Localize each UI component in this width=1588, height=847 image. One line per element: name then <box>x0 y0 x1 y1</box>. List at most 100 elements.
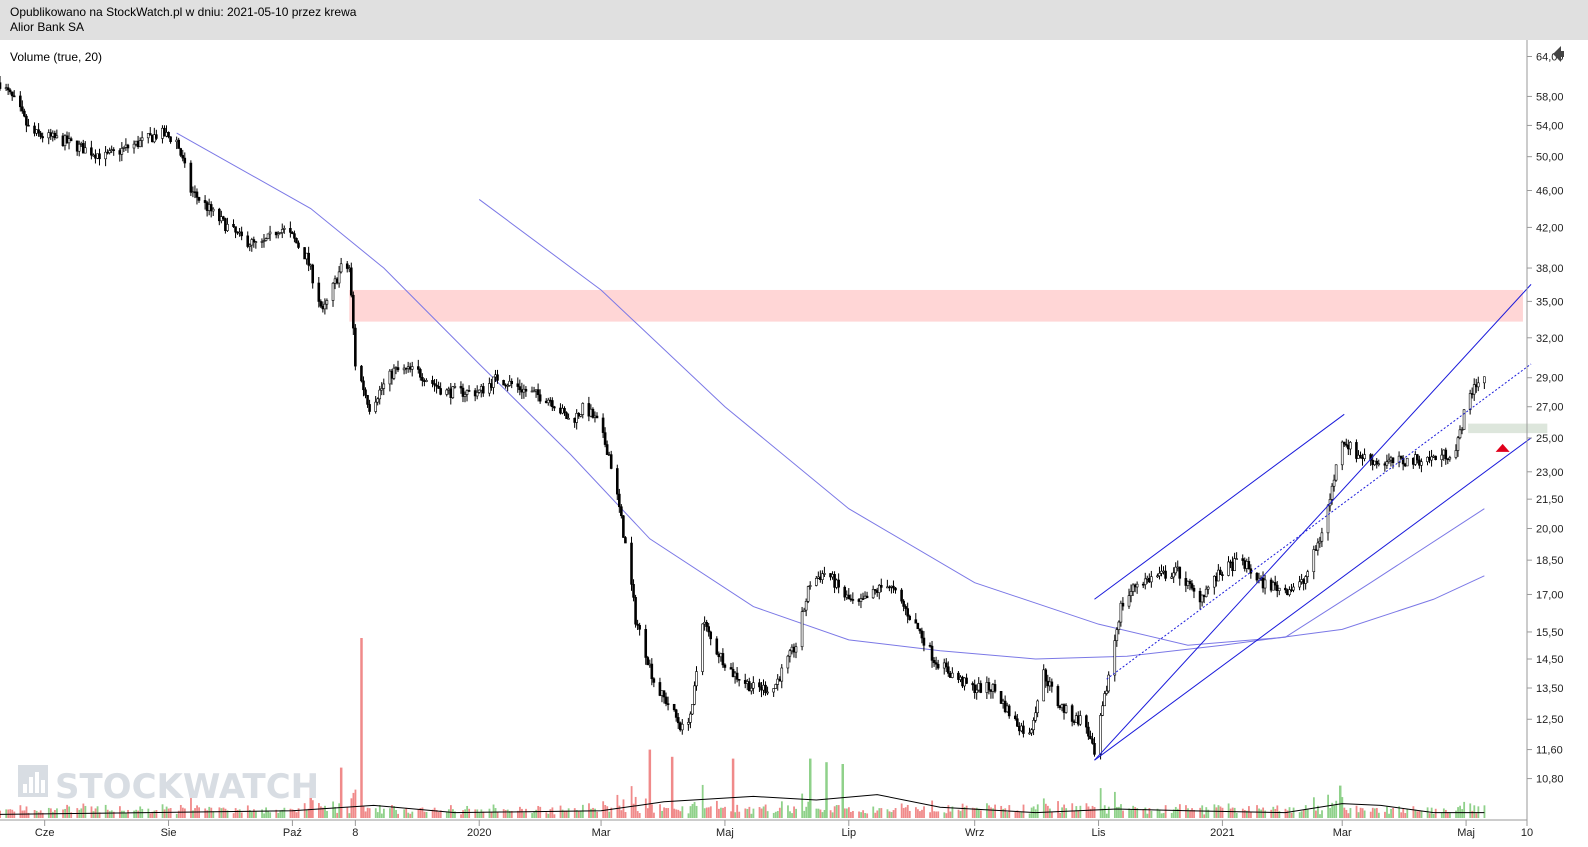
candle-body <box>140 137 144 141</box>
volume-bar <box>135 809 138 818</box>
volume-bar <box>1241 808 1244 818</box>
candle-body <box>674 709 678 718</box>
volume-bar <box>659 804 661 818</box>
candle-body <box>368 404 371 412</box>
candle-body <box>1440 454 1444 461</box>
candle-body <box>922 637 926 646</box>
scroll-up-arrow-icon[interactable] <box>1553 46 1564 62</box>
volume-bar <box>460 814 462 818</box>
volume-bar <box>646 808 649 818</box>
volume-bar <box>847 807 850 818</box>
volume-bar <box>265 807 268 818</box>
volume-bar <box>407 812 410 818</box>
candle-body <box>1401 457 1405 465</box>
candle-body <box>234 226 237 233</box>
candle-body <box>1186 581 1190 586</box>
x-tick-label: Maj <box>716 827 734 839</box>
volume-bar <box>47 807 50 818</box>
volume-bar <box>1475 813 1478 818</box>
candle-body <box>410 366 414 370</box>
volume-bar <box>163 809 166 818</box>
candle-body <box>658 682 662 696</box>
volume-bar <box>348 813 351 818</box>
volume-bar <box>707 807 710 818</box>
candle-body <box>92 154 95 157</box>
candle-body <box>1119 602 1123 623</box>
volume-bar <box>744 808 747 818</box>
volume-bar <box>653 812 655 818</box>
volume-bar <box>1343 807 1346 818</box>
candle-body <box>723 664 727 668</box>
candle-body <box>425 380 428 382</box>
candle-body <box>1093 743 1096 755</box>
volume-bar <box>772 812 775 818</box>
candle-body <box>1212 576 1216 588</box>
candle-body <box>1391 457 1395 464</box>
volume-bar <box>366 807 369 818</box>
volume-bar <box>504 810 507 818</box>
candle-body <box>1300 579 1303 583</box>
volume-bar <box>1189 810 1191 818</box>
candle-body <box>504 384 507 387</box>
volume-bar <box>332 801 335 818</box>
volume-bar <box>1300 811 1303 818</box>
volume-bar <box>1483 805 1486 818</box>
x-tick-label: 10 <box>1521 827 1533 839</box>
candle-body <box>1164 570 1167 579</box>
volume-bar <box>523 812 525 818</box>
candle-body <box>1101 705 1104 716</box>
candle-body <box>1347 444 1350 450</box>
candle-body <box>618 493 621 508</box>
volume-bar <box>1229 808 1232 818</box>
candle-body <box>1206 586 1210 590</box>
volume-bar <box>1258 808 1260 818</box>
candle-body <box>961 676 964 687</box>
volume-bar <box>805 806 808 818</box>
candle-body <box>1357 454 1360 459</box>
volume-bar <box>295 812 298 818</box>
volume-bar <box>289 808 292 818</box>
candle-body <box>932 660 936 663</box>
candle-body <box>1056 686 1060 707</box>
candle-body <box>345 263 349 269</box>
volume-bar <box>1006 812 1009 818</box>
candle-body <box>451 386 455 398</box>
volume-bar <box>318 803 320 818</box>
candle-body <box>650 663 654 680</box>
volume-bar <box>886 809 889 818</box>
candle-body <box>1233 558 1236 571</box>
candle-body <box>1318 540 1322 544</box>
volume-bar <box>986 803 988 818</box>
volume-bar <box>179 804 182 818</box>
volume-bar <box>774 811 777 818</box>
candle-body <box>337 271 341 284</box>
volume-bar <box>194 808 196 818</box>
volume-bar <box>525 808 527 818</box>
volume-bar <box>862 810 864 818</box>
volume-bar <box>921 809 923 818</box>
candle-body <box>1007 705 1011 717</box>
candle-body <box>993 684 997 692</box>
volume-spike <box>648 749 652 818</box>
candle-body <box>207 204 211 211</box>
candle-body <box>1340 441 1344 466</box>
candle-body <box>735 672 739 680</box>
candle-body <box>790 646 794 652</box>
candle-body <box>593 415 597 418</box>
volume-spike <box>825 762 828 818</box>
volume-bar <box>703 808 706 818</box>
candle-body <box>975 689 979 693</box>
volume-bar <box>447 809 450 818</box>
candle-body <box>916 622 920 630</box>
volume-bar <box>890 812 893 818</box>
volume-bar <box>864 812 867 818</box>
candle-body <box>766 691 769 694</box>
volume-bar <box>181 807 184 818</box>
candle-body <box>65 135 69 144</box>
candle-body <box>1172 572 1175 578</box>
volume-bar <box>119 806 121 818</box>
volume-bar <box>677 809 680 818</box>
volume-bar <box>210 807 213 818</box>
y-tick-label: 46,00 <box>1536 186 1564 198</box>
volume-bar <box>236 809 239 818</box>
